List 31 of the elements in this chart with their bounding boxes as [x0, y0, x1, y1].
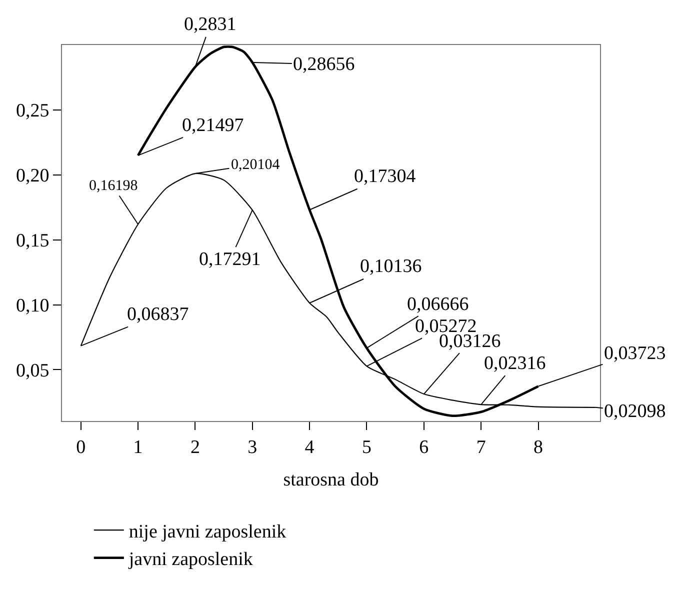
annotation: 0,16198 [89, 178, 138, 194]
y-tick-label: 0,05 [16, 360, 50, 382]
legend-label: nije javni zaposlenik [128, 522, 287, 542]
x-tick-label: 6 [419, 436, 429, 458]
x-tick-label: 4 [304, 436, 315, 458]
annotation: 0,21497 [182, 115, 244, 136]
annotation: 0,17291 [199, 249, 261, 270]
annotation: 0,10136 [360, 256, 422, 277]
legend-label: javni zaposlenik [128, 549, 254, 570]
y-tick-label: 0,10 [16, 295, 50, 316]
annotation: 0,2831 [184, 14, 236, 35]
annotation: 0,06666 [407, 294, 469, 315]
x-tick-label: 3 [248, 436, 258, 458]
annotation: 0,02098 [604, 401, 666, 422]
annotation: 0,03723 [604, 343, 666, 364]
annotation: 0,28656 [293, 54, 355, 75]
x-axis-title: starosna dob [283, 470, 379, 491]
annotation: 0,20104 [231, 157, 280, 173]
y-tick-label: 0,15 [16, 230, 50, 252]
annotation: 0,03126 [439, 331, 501, 352]
x-tick-label: 8 [534, 436, 543, 458]
y-tick-label: 0,20 [16, 166, 50, 187]
x-tick-label: 1 [133, 436, 143, 458]
y-tick-label: 0,25 [16, 100, 50, 122]
x-tick-label: 7 [476, 436, 486, 458]
x-tick-label: 5 [362, 436, 372, 458]
annotation: 0,02316 [484, 353, 546, 374]
x-tick-label: 2 [190, 436, 200, 458]
annotation: 0,06837 [127, 304, 189, 325]
x-tick-label: 0 [76, 436, 86, 458]
annotation: 0,17304 [354, 166, 416, 187]
